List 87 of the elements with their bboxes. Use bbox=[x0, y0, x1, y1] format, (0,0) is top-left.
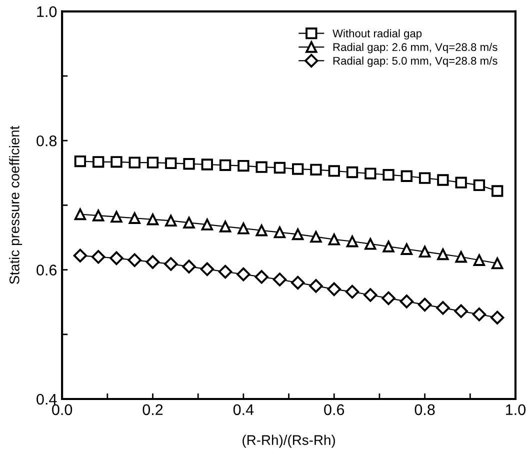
point bbox=[146, 255, 160, 269]
point bbox=[364, 168, 376, 180]
point bbox=[128, 212, 140, 224]
point bbox=[346, 166, 358, 178]
point bbox=[182, 260, 196, 274]
point bbox=[328, 165, 340, 177]
point bbox=[183, 158, 195, 170]
point bbox=[400, 170, 412, 182]
point bbox=[73, 248, 88, 262]
point bbox=[436, 301, 450, 315]
point bbox=[110, 251, 124, 266]
point bbox=[128, 156, 140, 168]
y-axis-title: Static pressure coefficient bbox=[9, 126, 22, 284]
point bbox=[128, 253, 142, 267]
point bbox=[146, 214, 159, 226]
point bbox=[274, 162, 286, 174]
point bbox=[219, 220, 232, 232]
point bbox=[256, 161, 268, 173]
point bbox=[92, 156, 104, 168]
point bbox=[473, 254, 486, 266]
point bbox=[238, 222, 250, 234]
point bbox=[200, 262, 214, 276]
y-tick-label: 1.0 bbox=[37, 6, 57, 18]
point bbox=[290, 276, 305, 290]
point bbox=[364, 288, 378, 302]
point bbox=[164, 257, 178, 271]
point bbox=[236, 267, 250, 282]
point bbox=[346, 236, 358, 248]
point bbox=[418, 246, 431, 258]
point bbox=[165, 157, 177, 170]
x-tick-label: 0.4 bbox=[233, 404, 254, 416]
point bbox=[292, 163, 304, 175]
point bbox=[472, 308, 486, 322]
point bbox=[492, 185, 504, 197]
point bbox=[183, 216, 195, 228]
point bbox=[382, 169, 394, 181]
point bbox=[310, 164, 322, 176]
point bbox=[492, 258, 504, 270]
point bbox=[218, 264, 232, 279]
point bbox=[455, 251, 467, 263]
legend-label: Radial gap: 5.0 mm, Vq=28.8 m/s bbox=[333, 56, 498, 67]
point bbox=[473, 179, 486, 192]
point bbox=[382, 291, 396, 306]
legend-label: Without radial gap bbox=[332, 29, 422, 40]
point bbox=[309, 279, 323, 293]
point bbox=[364, 238, 376, 250]
point bbox=[272, 272, 287, 286]
point bbox=[490, 310, 504, 324]
point bbox=[345, 284, 360, 299]
point bbox=[201, 218, 213, 230]
point bbox=[400, 243, 412, 255]
point bbox=[256, 224, 268, 236]
y-tick-label: 0.6 bbox=[36, 264, 57, 276]
point bbox=[238, 160, 250, 172]
point bbox=[201, 158, 213, 170]
point bbox=[146, 156, 159, 168]
point bbox=[74, 208, 86, 220]
legend-label: Radial gap: 2.6 mm, Vq=28.8 m/s bbox=[333, 42, 498, 54]
point bbox=[219, 159, 232, 171]
point bbox=[327, 282, 341, 296]
point bbox=[418, 298, 432, 312]
x-tick-label: 0.6 bbox=[324, 404, 344, 416]
point bbox=[454, 304, 468, 318]
point bbox=[418, 172, 431, 184]
point bbox=[328, 234, 340, 246]
point bbox=[437, 248, 449, 260]
point bbox=[110, 156, 122, 168]
point bbox=[400, 294, 414, 308]
point bbox=[254, 270, 268, 284]
point bbox=[382, 240, 394, 252]
point bbox=[455, 176, 467, 188]
y-tick-label: 0.8 bbox=[36, 135, 57, 146]
x-axis-title: (R-Rh)/(Rs-Rh) bbox=[242, 434, 335, 448]
point bbox=[165, 214, 177, 227]
x-tick-label: 0.0 bbox=[52, 404, 72, 416]
x-tick-label: 1.0 bbox=[506, 404, 526, 416]
x-tick-label: 0.2 bbox=[142, 404, 163, 416]
point bbox=[92, 210, 104, 222]
y-tick-label: 0.4 bbox=[36, 394, 57, 405]
point bbox=[74, 155, 86, 168]
point bbox=[310, 231, 322, 243]
point bbox=[91, 250, 106, 264]
x-tick-label: 0.8 bbox=[414, 404, 435, 416]
point bbox=[292, 228, 304, 240]
point bbox=[110, 210, 122, 223]
point bbox=[274, 226, 286, 238]
point bbox=[437, 174, 449, 186]
